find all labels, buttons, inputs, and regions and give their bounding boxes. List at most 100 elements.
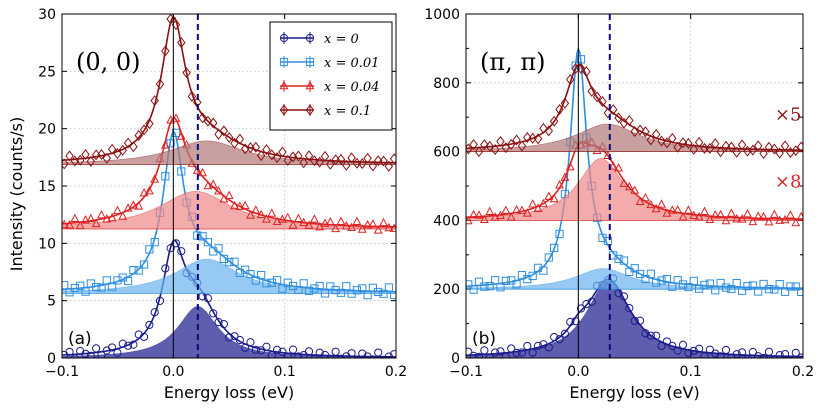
data-point [485,282,494,291]
data-point [791,217,801,227]
data-point [139,187,149,197]
data-point [86,279,95,288]
data-point [780,214,790,224]
data-point [770,143,779,155]
data-point [549,193,559,203]
data-point [479,214,489,224]
data-point [283,212,293,222]
series-x-0-04 [62,113,396,234]
data-point [336,216,346,225]
data-point [214,318,223,327]
plot-area [466,46,803,358]
data-point [490,212,500,221]
data-point [775,279,784,289]
data-point [721,215,731,225]
data-point [764,217,774,226]
data-point [262,342,271,351]
data-point [576,304,586,313]
data-point [716,146,725,158]
data-point [555,229,564,239]
data-point [331,285,340,295]
data-point [86,213,96,223]
data-point [171,239,181,248]
data-point [368,283,377,292]
y-tick-label: 30 [38,7,56,23]
y-tick-label: 0 [47,351,56,367]
data-point [787,356,794,358]
data-point [684,137,693,149]
data-point [587,297,596,306]
data-point [721,140,731,152]
data-point [565,162,575,171]
data-point [770,285,779,294]
data-point [641,192,650,202]
data-point [139,332,149,341]
data-point [539,122,548,134]
data-point [694,212,704,221]
data-point [555,180,564,189]
data-point [331,347,340,356]
data-point [118,211,128,220]
data-point [214,186,223,195]
data-point [652,331,661,340]
data-point [700,206,709,215]
data-point [769,209,779,218]
data-point [278,284,287,293]
data-point [678,340,688,349]
data-point [310,284,319,293]
data-point [753,211,763,220]
data-point [539,266,548,275]
data-point [108,343,117,352]
data-point [92,344,101,353]
data-point [241,265,250,274]
data-point [544,191,554,200]
data-point [754,352,763,358]
legend-box [269,21,393,131]
data-point [775,215,785,224]
data-point [624,181,634,191]
data-point [641,329,650,338]
data-point [716,278,725,288]
data-point [673,141,682,153]
data-point [352,157,362,169]
q-point-annotation: (0, 0) [76,48,141,76]
data-point [560,172,570,181]
data-point [310,354,319,358]
data-point [466,280,473,289]
data-point [347,289,356,298]
data-point [209,309,218,318]
data-point [341,221,351,230]
data-point [369,355,377,358]
data-point [129,141,138,153]
data-point [102,214,112,223]
y-tick-label: 600 [433,145,460,161]
data-point [678,280,688,289]
data-point [695,284,704,293]
data-point [630,264,639,273]
data-point [246,338,255,347]
data-point [65,220,74,229]
data-point [625,115,634,127]
data-point [791,348,800,357]
data-point [625,267,634,277]
data-point [257,270,266,280]
data-point [139,124,149,136]
data-point [732,146,741,158]
data-point [86,351,95,358]
x-tick-label: −0.1 [449,364,483,380]
data-point [384,352,393,358]
data-point [166,244,175,253]
data-point [560,97,570,109]
data-point [695,344,704,353]
data-point [625,304,634,313]
data-point [203,180,213,190]
data-point [65,150,74,162]
data-point [710,209,720,219]
data-point [711,138,720,150]
data-point [517,348,527,357]
data-point [673,276,682,285]
data-point [668,132,677,144]
data-point [533,133,543,145]
data-point [315,156,324,168]
data-point [797,287,803,297]
